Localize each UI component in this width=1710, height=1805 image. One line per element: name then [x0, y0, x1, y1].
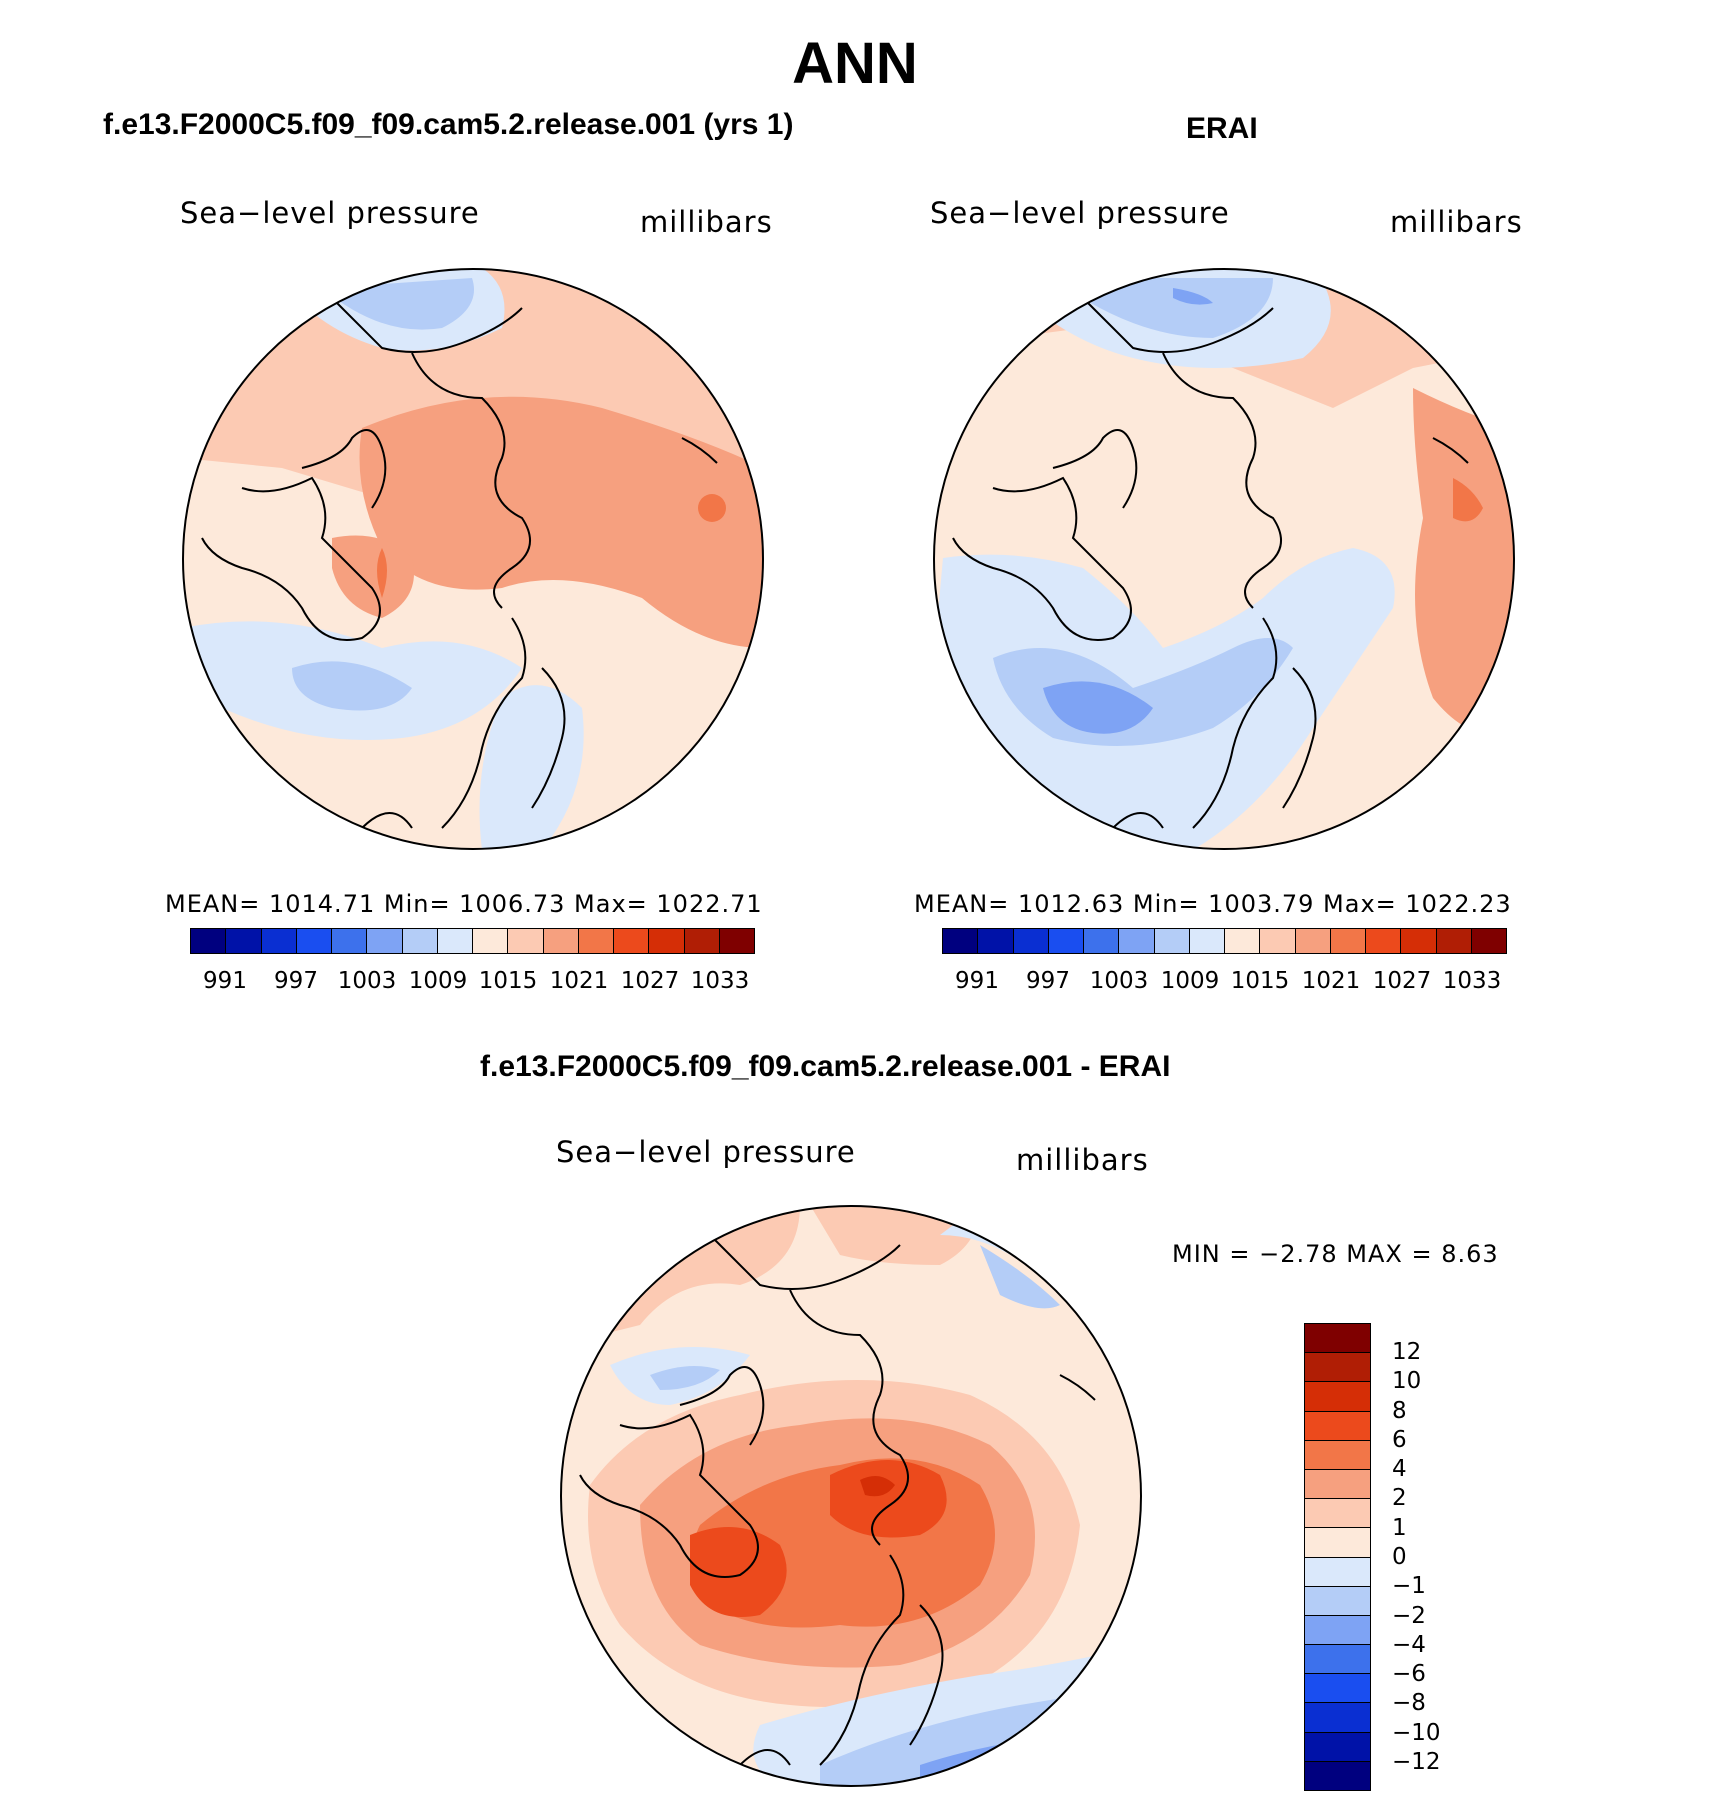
diff-stats: MIN = −2.78 MAX = 8.63	[1172, 1240, 1499, 1268]
obs-colorbar-tick: 1015	[1230, 968, 1290, 994]
diff-colorbar-tick: 1	[1392, 1515, 1407, 1541]
diff-units-label: millibars	[1016, 1143, 1149, 1177]
diff-colorbar-tick: −2	[1392, 1603, 1426, 1629]
obs-panel-title: ERAI	[1186, 112, 1258, 145]
obs-colorbar-tick: 1003	[1089, 968, 1149, 994]
model-colorbar-tick: 1021	[549, 968, 609, 994]
obs-colorbar-tick: 997	[1026, 968, 1070, 994]
obs-units-label: millibars	[1390, 205, 1523, 239]
diff-colorbar-tick: −6	[1392, 1661, 1426, 1687]
model-colorbar-tick: 1009	[408, 968, 468, 994]
diff-colorbar-tick: 0	[1392, 1544, 1407, 1570]
model-colorbar	[190, 928, 755, 954]
obs-colorbar-tick: 1021	[1301, 968, 1361, 994]
model-colorbar-tick: 1033	[690, 968, 750, 994]
obs-colorbar-tick: 991	[955, 968, 999, 994]
diff-colorbar-tick: −8	[1392, 1690, 1426, 1716]
diff-colorbar-tick: −12	[1392, 1749, 1441, 1775]
diff-variable-label: Sea−level pressure	[556, 1135, 856, 1169]
model-stats: MEAN= 1014.71 Min= 1006.73 Max= 1022.71	[165, 890, 763, 918]
obs-colorbar-tick: 1009	[1160, 968, 1220, 994]
model-colorbar-tick: 1003	[337, 968, 397, 994]
model-colorbar-tick: 997	[274, 968, 318, 994]
obs-colorbar-tick: 1027	[1372, 968, 1432, 994]
model-units-label: millibars	[640, 205, 773, 239]
model-colorbar-tick: 991	[203, 968, 247, 994]
obs-variable-label: Sea−level pressure	[930, 196, 1230, 230]
diff-colorbar-tick: 2	[1392, 1485, 1407, 1511]
diff-colorbar-tick: 12	[1392, 1339, 1422, 1365]
diff-colorbar-tick: −4	[1392, 1632, 1426, 1658]
diff-colorbar-tick: 6	[1392, 1427, 1407, 1453]
diff-colorbar-tick: 10	[1392, 1368, 1422, 1394]
model-panel-title: f.e13.F2000C5.f09_f09.cam5.2.release.001…	[103, 108, 794, 141]
diff-colorbar-tick: −1	[1392, 1573, 1426, 1599]
obs-polar-map	[933, 268, 1515, 850]
obs-colorbar-tick: 1033	[1442, 968, 1502, 994]
diff-colorbar-tick: 8	[1392, 1398, 1407, 1424]
model-colorbar-tick: 1027	[620, 968, 680, 994]
model-colorbar-tick: 1015	[478, 968, 538, 994]
diff-panel-title: f.e13.F2000C5.f09_f09.cam5.2.release.001…	[480, 1050, 1171, 1083]
main-title: ANN	[792, 31, 918, 96]
diff-polar-map	[560, 1205, 1142, 1787]
diff-colorbar-tick: −10	[1392, 1720, 1441, 1746]
model-polar-map	[182, 268, 764, 850]
obs-stats: MEAN= 1012.63 Min= 1003.79 Max= 1022.23	[914, 890, 1512, 918]
diff-colorbar-tick: 4	[1392, 1456, 1407, 1482]
diff-colorbar	[1304, 1323, 1371, 1791]
model-variable-label: Sea−level pressure	[180, 196, 480, 230]
obs-colorbar	[942, 928, 1507, 954]
